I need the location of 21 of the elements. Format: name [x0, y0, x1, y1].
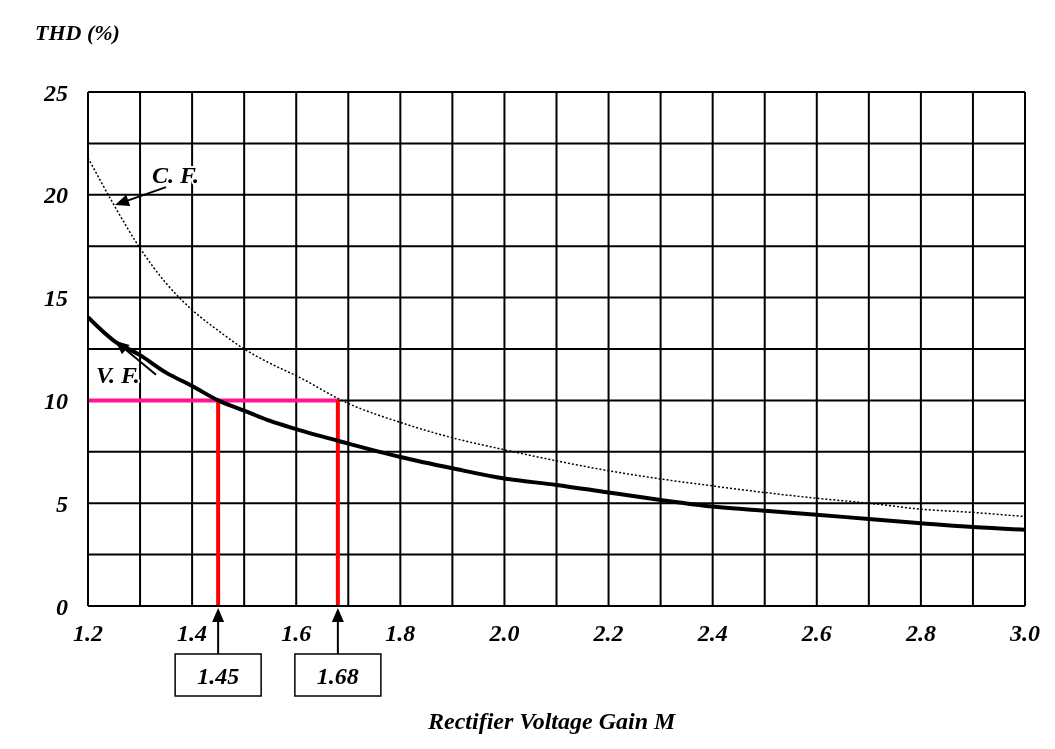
x-tick-label: 1.8	[385, 620, 416, 647]
series-label: V. F.	[96, 361, 140, 388]
x-tick-label: 2.4	[696, 620, 728, 647]
y-tick-label: 25	[43, 79, 68, 106]
y-axis-title: THD (%)	[35, 20, 120, 46]
y-tick-label: 15	[44, 285, 68, 312]
x-tick-label: 2.0	[488, 620, 520, 647]
x-tick-label: 1.2	[73, 620, 103, 647]
x-tick-label: 2.8	[904, 620, 936, 647]
x-tick-label: 2.6	[800, 620, 832, 647]
ref-line-label: 1.68	[316, 663, 359, 689]
x-axis-title: Rectifier Voltage Gain M	[428, 708, 676, 735]
x-tick-label: 3.0	[1009, 620, 1040, 647]
ref-line-label: 1.45	[197, 663, 240, 689]
x-tick-label: 2.2	[592, 620, 624, 647]
y-tick-label: 0	[56, 593, 68, 620]
y-tick-label: 5	[56, 490, 68, 517]
x-tick-label: 1.6	[281, 620, 312, 647]
y-tick-label: 20	[43, 182, 68, 209]
x-tick-label: 1.4	[177, 620, 208, 647]
y-tick-label: 10	[44, 387, 68, 414]
